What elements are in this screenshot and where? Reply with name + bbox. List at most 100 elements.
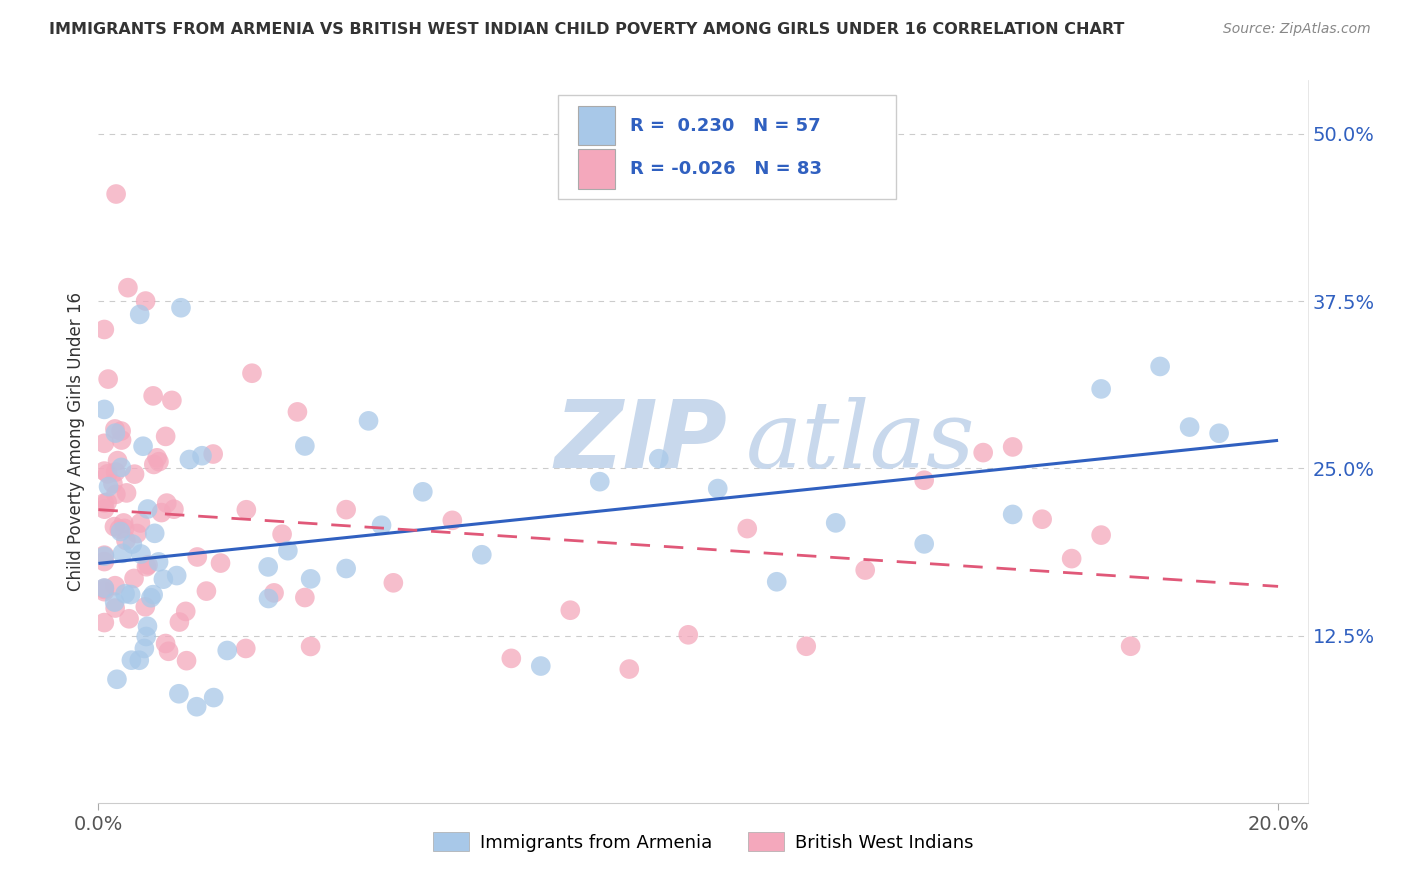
Text: IMMIGRANTS FROM ARMENIA VS BRITISH WEST INDIAN CHILD POVERTY AMONG GIRLS UNDER 1: IMMIGRANTS FROM ARMENIA VS BRITISH WEST … xyxy=(49,22,1125,37)
Point xyxy=(135,294,157,309)
Point xyxy=(110,524,132,539)
Point xyxy=(93,584,115,599)
Point xyxy=(1001,440,1024,454)
Point xyxy=(136,558,159,572)
Point xyxy=(382,575,405,590)
Point xyxy=(110,460,132,475)
Point xyxy=(357,414,380,428)
Point xyxy=(257,591,280,606)
Text: R =  0.230   N = 57: R = 0.230 N = 57 xyxy=(630,117,821,135)
Point xyxy=(972,445,994,459)
Point xyxy=(176,654,198,668)
Point xyxy=(108,522,131,536)
Point xyxy=(93,615,115,630)
Point xyxy=(104,426,127,441)
Point xyxy=(142,588,165,602)
Point xyxy=(150,506,173,520)
Point xyxy=(299,640,322,654)
Point xyxy=(794,639,817,653)
Point xyxy=(287,405,309,419)
Point xyxy=(186,699,208,714)
Point xyxy=(134,641,156,656)
Point xyxy=(186,549,208,564)
Point xyxy=(1090,528,1112,542)
Point xyxy=(136,619,159,633)
Point xyxy=(104,465,127,479)
Point xyxy=(93,322,115,336)
Point xyxy=(117,281,139,295)
Y-axis label: Child Poverty Among Girls Under 16: Child Poverty Among Girls Under 16 xyxy=(66,292,84,591)
Point xyxy=(105,187,128,202)
Point xyxy=(166,568,188,582)
Point xyxy=(97,480,120,494)
Point xyxy=(1178,420,1201,434)
Point xyxy=(142,458,165,472)
Point xyxy=(115,533,138,548)
Point xyxy=(1060,551,1083,566)
Point xyxy=(121,537,143,551)
Point xyxy=(235,502,257,516)
Point xyxy=(706,482,728,496)
Point xyxy=(110,424,132,438)
Point xyxy=(136,502,159,516)
Point xyxy=(143,526,166,541)
Point xyxy=(335,502,357,516)
Point xyxy=(134,599,156,614)
Point xyxy=(93,464,115,478)
Point xyxy=(648,451,671,466)
Point xyxy=(112,516,135,530)
Point xyxy=(1090,382,1112,396)
Point xyxy=(125,526,148,541)
Point xyxy=(148,455,170,469)
Point xyxy=(114,521,136,535)
Point xyxy=(103,519,125,533)
Point xyxy=(148,555,170,569)
Point xyxy=(179,452,201,467)
Point xyxy=(96,495,118,509)
Point xyxy=(170,301,193,315)
Point xyxy=(195,584,218,599)
Point xyxy=(912,473,935,487)
Point xyxy=(257,560,280,574)
Point xyxy=(93,555,115,569)
Point xyxy=(156,496,179,510)
Point xyxy=(471,548,494,562)
Point xyxy=(104,422,127,436)
Point xyxy=(104,595,127,609)
Point xyxy=(370,518,392,533)
Point xyxy=(93,502,115,516)
Point xyxy=(93,436,115,450)
Point xyxy=(93,581,115,595)
Point xyxy=(132,439,155,453)
Point xyxy=(135,559,157,574)
Point xyxy=(97,372,120,386)
Point xyxy=(202,690,225,705)
Point xyxy=(155,636,177,650)
Point xyxy=(128,653,150,667)
Point xyxy=(240,366,263,380)
Point xyxy=(139,591,162,605)
Point xyxy=(271,527,294,541)
FancyBboxPatch shape xyxy=(578,149,614,189)
Point xyxy=(1001,508,1024,522)
Point xyxy=(135,630,157,644)
FancyBboxPatch shape xyxy=(558,95,897,200)
Point xyxy=(277,543,299,558)
Point xyxy=(104,579,127,593)
Point xyxy=(114,587,136,601)
Point xyxy=(124,467,146,482)
Point xyxy=(412,484,434,499)
Point xyxy=(1208,426,1230,441)
Point xyxy=(120,653,142,667)
Point xyxy=(217,643,239,657)
Point xyxy=(160,393,183,408)
Point xyxy=(155,429,177,443)
Point xyxy=(93,581,115,595)
Point xyxy=(912,537,935,551)
Point xyxy=(142,389,165,403)
Point xyxy=(202,447,225,461)
Point xyxy=(115,486,138,500)
Point xyxy=(235,641,257,656)
Point xyxy=(101,476,124,491)
Point xyxy=(174,604,197,618)
